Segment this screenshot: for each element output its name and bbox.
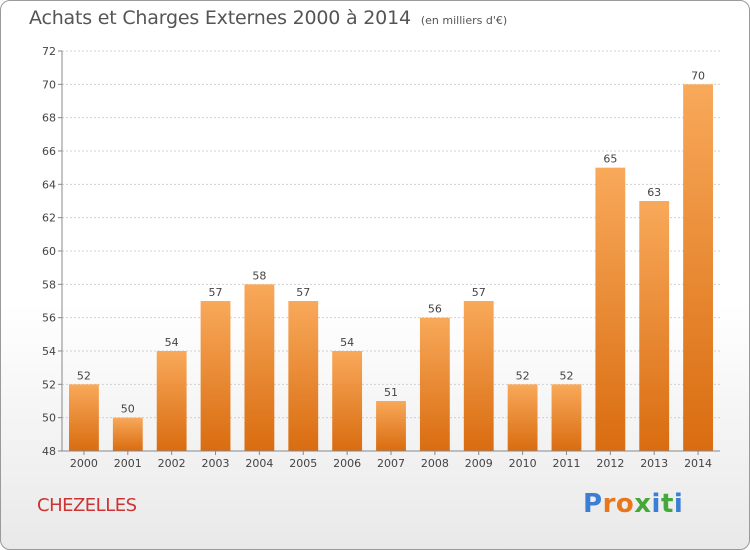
x-tick-label: 2006	[333, 457, 361, 470]
chart-title: Achats et Charges Externes 2000 à 2014	[29, 7, 411, 29]
y-tick-label: 68	[42, 112, 56, 125]
y-tick-label: 64	[42, 178, 56, 191]
y-tick-label: 60	[42, 245, 56, 258]
data-label: 57	[209, 286, 223, 299]
data-label: 51	[384, 386, 398, 399]
bar	[156, 351, 187, 451]
y-tick-label: 72	[42, 45, 56, 58]
bar	[595, 167, 626, 451]
commune-name: CHEZELLES	[37, 495, 137, 516]
x-tick-label: 2008	[421, 457, 449, 470]
y-tick-label: 62	[42, 212, 56, 225]
bar	[507, 384, 538, 451]
data-label: 52	[559, 369, 573, 382]
axes: 48 50 52 54 56 58 60 62 64 66 68 70 72 2000 2001 2002 20…	[42, 45, 720, 470]
x-tick-label: 2007	[377, 457, 405, 470]
x-tick-label: 2011	[552, 457, 580, 470]
x-tick-label: 2010	[509, 457, 537, 470]
x-tick-label: 2000	[70, 457, 98, 470]
y-tick-label: 54	[42, 345, 56, 358]
bar	[244, 284, 275, 451]
bar	[639, 201, 670, 451]
x-tick-label: 2001	[114, 457, 142, 470]
x-tick-label: 2009	[465, 457, 493, 470]
bar	[288, 301, 319, 451]
y-tick-label: 52	[42, 378, 56, 391]
y-tick-label: 58	[42, 278, 56, 291]
chart-unit: (en milliers d'€)	[420, 14, 508, 27]
bar	[200, 301, 231, 451]
data-label: 50	[121, 403, 135, 416]
bar	[332, 351, 363, 451]
logo-letter: P	[583, 489, 603, 519]
proxiti-logo: Proxiti	[583, 489, 683, 519]
chart-header: Achats et Charges Externes 2000 à 2014 (e…	[29, 7, 507, 29]
x-tick-label: 2013	[640, 457, 668, 470]
data-label: 56	[428, 303, 442, 316]
x-tick-label: 2014	[684, 457, 712, 470]
y-tick-label: 66	[42, 145, 56, 158]
data-label: 52	[77, 369, 91, 382]
y-tick-label: 48	[42, 445, 56, 458]
bars: 52 50 54 57 58 57 54 51 56 57 52 52 65 63 70	[69, 69, 713, 451]
x-tick-label: 2004	[245, 457, 273, 470]
bar	[419, 317, 450, 451]
logo-letter: r	[602, 489, 616, 519]
data-label: 57	[296, 286, 310, 299]
logo-letter: o	[615, 489, 635, 519]
x-tick-label: 2012	[596, 457, 624, 470]
data-label: 70	[691, 69, 705, 82]
bar	[69, 384, 99, 451]
data-label: 54	[340, 336, 354, 349]
data-label: 52	[516, 369, 530, 382]
bar	[112, 417, 143, 451]
x-tick-label: 2002	[158, 457, 186, 470]
y-tick-label: 70	[42, 78, 56, 91]
data-label: 58	[252, 269, 266, 282]
logo-letter: t	[660, 489, 674, 519]
bar	[551, 384, 582, 451]
logo-letter: i	[673, 489, 684, 519]
data-label: 54	[165, 336, 179, 349]
bar	[376, 401, 406, 451]
data-label: 65	[603, 153, 617, 166]
logo-letter: i	[651, 489, 661, 519]
x-tick-label: 2003	[202, 457, 230, 470]
x-tick-label: 2005	[289, 457, 317, 470]
bar	[463, 301, 494, 451]
y-tick-label: 56	[42, 312, 56, 325]
logo-letter: x	[634, 489, 652, 519]
data-label: 57	[472, 286, 486, 299]
bar	[683, 84, 713, 451]
y-tick-label: 50	[42, 412, 56, 425]
data-label: 63	[647, 186, 661, 199]
